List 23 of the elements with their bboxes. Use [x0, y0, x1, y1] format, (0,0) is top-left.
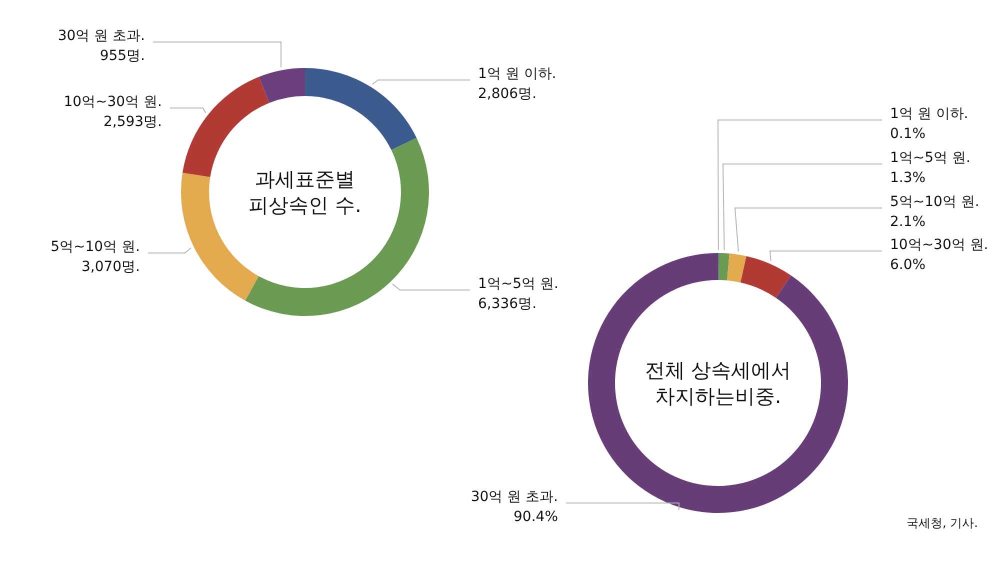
data-label: 2.1% [890, 214, 926, 230]
slice-label: 1억 원 이하. [890, 106, 968, 122]
slice-label: 1억~5억 원. [890, 150, 970, 166]
data-label: 1.3% [890, 170, 926, 186]
data-label: 2,593명. [103, 114, 162, 130]
text: 국세청, 기사. [906, 516, 978, 530]
slice-label: 30억 원 초과. [470, 489, 558, 505]
slice-label: 10억~30억 원. [890, 237, 988, 253]
data-label: 2,806명. [478, 86, 537, 102]
slice-label: 1억~5억 원. [478, 276, 558, 292]
slice-label: 5억~10억 원. [890, 194, 980, 210]
data-label: 955명. [100, 48, 145, 64]
data-label: 6,336명. [478, 296, 537, 312]
slice-label: 30억 원 초과. [58, 28, 145, 44]
data-label: 3,070명. [81, 259, 140, 275]
slice-label: 5억~10억 원. [50, 239, 140, 255]
slice-label: 1억 원 이하. [478, 66, 556, 82]
text: 과세표준별 피상속인 수. [248, 167, 362, 217]
data-label: 6.0% [890, 257, 926, 273]
slice-label: 10억~30억 원. [64, 94, 162, 110]
data-label: 0.1% [890, 126, 926, 142]
data-label: 90.4% [514, 509, 558, 525]
text: 전체 상속세에서 차지하는비중. [644, 358, 792, 408]
